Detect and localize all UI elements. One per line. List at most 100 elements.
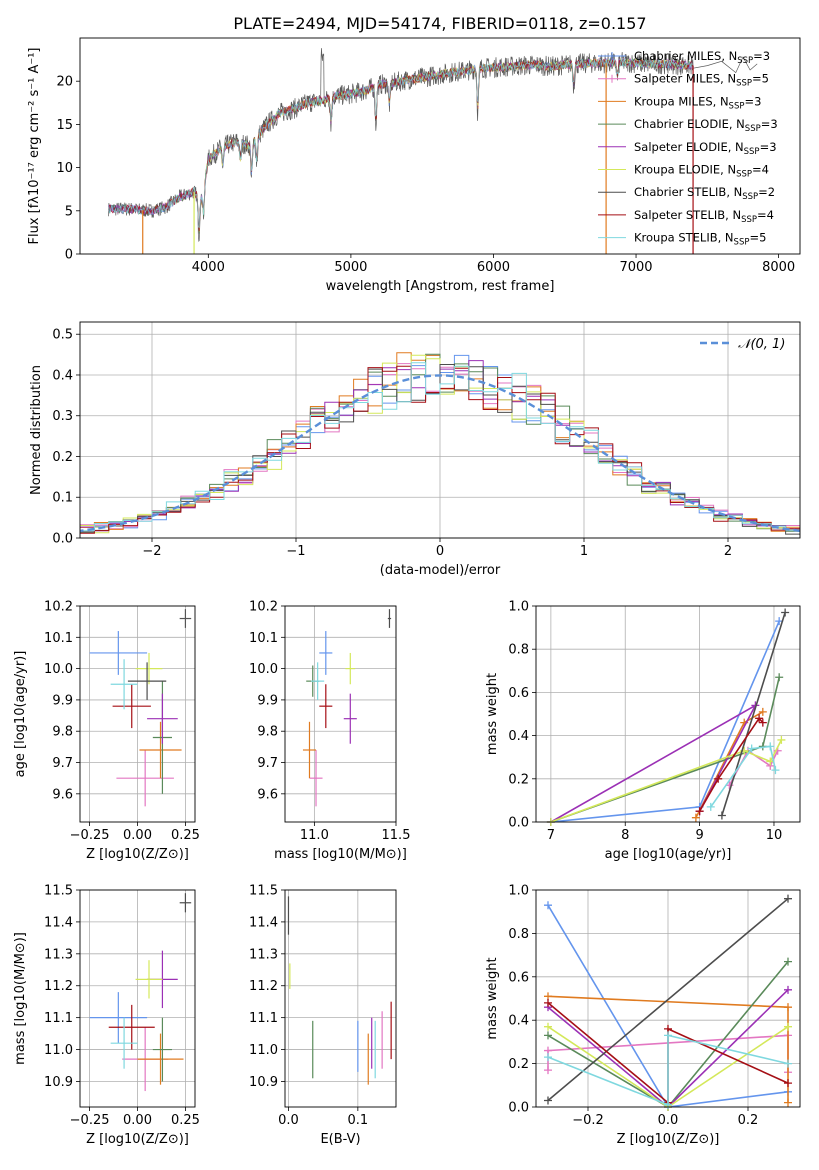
- weight-line-kroupa_stelib: [547, 1034, 789, 1106]
- x-tick-label: −0.25: [70, 828, 110, 843]
- y-tick-label: 9.8: [257, 725, 278, 740]
- model-spectrum-salpeter_stelib: [108, 59, 694, 232]
- legend-label-kroupa_miles: Kroupa MILES, NSSP=3: [634, 94, 761, 111]
- x-tick-label: 0: [436, 544, 444, 559]
- y-tick-label: 11.1: [44, 1011, 73, 1026]
- x-tick-label: 5000: [334, 260, 367, 275]
- x-tick-label: 0.00: [123, 828, 152, 843]
- y-tick-label: 0.6: [508, 970, 529, 985]
- y-tick-label: 9.9: [52, 693, 73, 708]
- y-tick-label: 0.6: [508, 686, 529, 701]
- weight-marker-kroupa_elodie: [544, 1022, 552, 1031]
- legend-label-end: =4: [757, 208, 774, 222]
- legend-label-base: Kroupa STELIB, N: [634, 231, 734, 245]
- y-tick-label: 11.4: [249, 915, 278, 930]
- y-tick-label: 11.0: [44, 1043, 73, 1058]
- x-axis-label: E(B-V): [320, 1132, 360, 1147]
- weight-marker-kroupa_stelib: [664, 1031, 672, 1040]
- x-axis-label: Z [log10(Z/Z⊙)]: [86, 847, 189, 862]
- legend-label-sub: SSP: [744, 147, 760, 157]
- x-tick-label: −0.25: [70, 1113, 110, 1128]
- y-axis-label: age [log10(age/yr)]: [13, 651, 28, 778]
- legend-label-base: Salpeter ELODIE, N: [634, 140, 744, 154]
- weight-line-salpeter_elodie: [547, 989, 789, 1107]
- y-tick-label: 11.5: [44, 884, 73, 899]
- y-tick-label: 9.8: [52, 725, 73, 740]
- y-tick-label: 0.0: [508, 816, 529, 831]
- y-tick-label: 0.2: [508, 1057, 529, 1072]
- weight-marker-chabrier_miles: [544, 901, 552, 910]
- weight-marker-salpeter_stelib: [544, 998, 552, 1007]
- model-spectrum-kroupa_elodie: [193, 58, 693, 232]
- weight-marker-kroupa_miles: [784, 1003, 792, 1012]
- legend-label-sub: SSP: [737, 56, 753, 66]
- weight-line-chabrier_stelib: [721, 612, 786, 816]
- weight-marker-salpeter_stelib: [695, 807, 704, 816]
- legend-label-sub: SSP: [742, 192, 758, 202]
- legend-label-salpeter_elodie: Salpeter ELODIE, NSSP=3: [634, 140, 777, 157]
- weight-marker-kroupa_stelib: [766, 742, 775, 751]
- normal-curve: [80, 374, 800, 533]
- panel-mass_vs_z: −0.25 0.00 0.25 10.9 11.0 11.1 11.2 11.3 11.4 11.…: [13, 884, 200, 1148]
- y-tick-label: 0.4: [52, 368, 73, 383]
- x-tick-label: 9: [695, 828, 703, 843]
- x-axis-label: wavelength [Angstrom, rest frame]: [326, 279, 555, 294]
- y-tick-label: 0.0: [508, 1101, 529, 1116]
- y-axis-label: Flux [fλ10⁻¹⁷ erg cm⁻² s⁻¹ A⁻¹]: [27, 48, 42, 245]
- legend-label-base: Salpeter STELIB, N: [634, 208, 741, 222]
- y-tick-label: 10.0: [44, 662, 73, 677]
- y-tick-label: 0.4: [508, 729, 529, 744]
- weight-marker-kroupa_miles: [784, 1098, 792, 1107]
- weight-marker-salpeter_stelib: [758, 718, 767, 727]
- x-tick-label: 0.00: [123, 1113, 152, 1128]
- y-axis-label: mass [log10(M/M⊙)]: [13, 932, 28, 1065]
- y-tick-label: 9.9: [257, 693, 278, 708]
- legend-label-end: =3: [760, 140, 777, 154]
- y-tick-label: 9.7: [52, 756, 73, 771]
- weight-marker-kroupa_stelib: [706, 802, 715, 811]
- panel-mass_vs_ebv: 0.0 0.1 10.9 11.0 11.1 11.2 11.3 11.4 11.5 E(B-V): [249, 884, 397, 1147]
- legend-label-kroupa_elodie: Kroupa ELODIE, NSSP=4: [634, 163, 769, 180]
- weight-marker-salpeter_elodie: [784, 985, 792, 994]
- y-tick-label: 11.2: [249, 979, 278, 994]
- y-tick-label: 9.7: [257, 756, 278, 771]
- y-tick-label: 10.0: [249, 662, 278, 677]
- weight-line-kroupa_stelib: [710, 745, 777, 808]
- panel-age_vs_mass: 11.0 11.5 9.6 9.7 9.8 9.9 10.0 10.1 10.2 mass [lo…: [249, 600, 410, 863]
- x-tick-label: 11.0: [300, 828, 329, 843]
- y-tick-label: 10.1: [249, 631, 278, 646]
- x-tick-label: 8000: [762, 260, 795, 275]
- weight-line-chabrier_miles: [547, 904, 789, 1107]
- y-tick-label: 0.5: [52, 328, 73, 343]
- weight-marker-kroupa_elodie: [777, 735, 786, 744]
- legend-label-sub: SSP: [736, 79, 752, 89]
- x-tick-label: 10: [766, 828, 783, 843]
- x-tick-label: 0.2: [738, 1113, 759, 1128]
- weight-marker-kroupa_stelib: [664, 1100, 672, 1109]
- axes-frame: [79, 37, 801, 255]
- x-tick-label: 0.25: [171, 1113, 200, 1128]
- x-tick-label: 1: [580, 544, 588, 559]
- x-axis-label: age [log10(age/yr)]: [605, 847, 732, 862]
- x-tick-label: −2: [142, 544, 161, 559]
- y-axis-label: mass weight: [485, 957, 500, 1039]
- x-tick-label: −1: [286, 544, 305, 559]
- legend-label-sub: SSP: [736, 170, 752, 180]
- y-tick-label: 0.0: [52, 532, 73, 547]
- y-tick-label: 10.2: [249, 600, 278, 615]
- x-tick-label: 6000: [477, 260, 510, 275]
- legend-label-base: Chabrier ELODIE, N: [634, 117, 745, 131]
- x-tick-label: 0.0: [658, 1113, 679, 1128]
- legend-label-base: Chabrier MILES, N: [634, 49, 737, 63]
- axes-frame: [79, 321, 801, 539]
- weight-marker-salpeter_stelib: [784, 1079, 792, 1088]
- model-spectrum-kroupa_stelib: [108, 57, 694, 229]
- figure-title: PLATE=2494, MJD=54174, FIBERID=0118, z=0…: [233, 14, 646, 33]
- y-tick-label: 9.6: [52, 787, 73, 802]
- axes-frame: [535, 889, 801, 1108]
- legend-label-base: Chabrier STELIB, N: [634, 185, 742, 199]
- weight-line-chabrier_stelib: [547, 898, 789, 1102]
- weight-marker-kroupa_elodie: [784, 1022, 792, 1031]
- y-tick-label: 11.3: [44, 947, 73, 962]
